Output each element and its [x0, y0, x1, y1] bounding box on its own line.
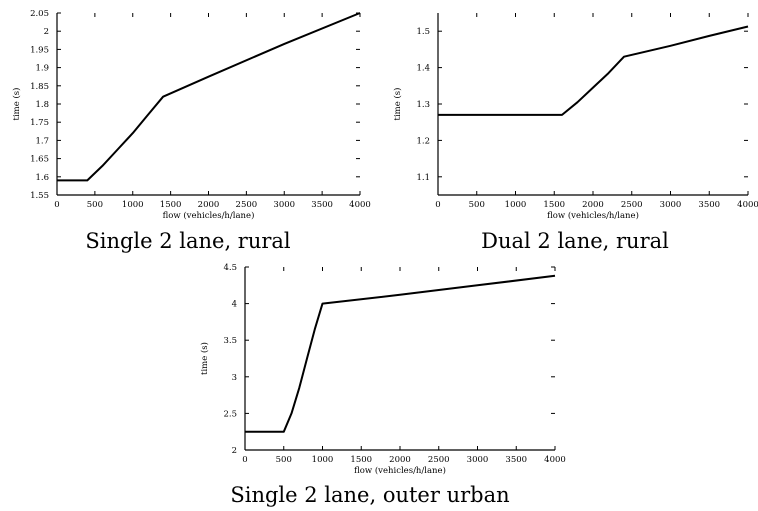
chart-1-y-axis-label: time (s) [11, 88, 22, 121]
chart-1-x-tick-label: 1500 [160, 200, 182, 210]
chart-1-y-tick-label: 1.9 [35, 64, 49, 74]
chart-1-x-tick-label: 500 [87, 200, 103, 210]
chart-2-x-tick-label: 3000 [660, 200, 682, 210]
chart-3-caption: Single 2 lane, outer urban [230, 483, 509, 507]
chart-1: 0 500 1000 1500 2000 2500 3000 3500 4000 1.55 1.6 1… [11, 9, 371, 253]
chart-3-y-tick-label: 2.5 [223, 409, 237, 419]
chart-1-x-tick-label: 1000 [122, 200, 144, 210]
chart-3-y-tick-label: 3.5 [223, 336, 237, 346]
chart-3-y-tick-label: 2 [232, 446, 237, 456]
chart-1-x-tick-label: 4000 [349, 200, 371, 210]
chart-2-y-tick-label: 1.1 [416, 173, 430, 183]
chart-3-x-tick-label: 2500 [428, 455, 450, 465]
chart-2-x-tick-label: 2000 [582, 200, 604, 210]
chart-3: 0 500 1000 1500 2000 2500 3000 3500 4000 2 2.5 3 3.5… [199, 263, 566, 507]
chart-1-x-tick-label: 3500 [311, 200, 333, 210]
chart-2-y-tick-label: 1.2 [416, 136, 430, 146]
chart-2-x-tick-label: 500 [469, 200, 485, 210]
chart-1-y-tick-label: 1.85 [30, 82, 49, 92]
chart-3-x-tick-label: 3000 [467, 455, 489, 465]
chart-3-x-tick-label: 1500 [350, 455, 372, 465]
chart-2-caption: Dual 2 lane, rural [481, 229, 669, 253]
chart-2-y-tick-label: 1.4 [416, 64, 430, 74]
chart-2-x-axis-label: flow (vehicles/h/lane) [547, 210, 639, 221]
chart-1-y-tick-label: 1.6 [35, 173, 49, 183]
chart-1-series-line [57, 12, 361, 182]
chart-3-y-tick-label: 4.5 [223, 263, 237, 273]
chart-1-y-tick-label: 1.95 [30, 45, 49, 55]
chart-3-y-axis-label: time (s) [199, 342, 210, 375]
chart-2-x-tick-label: 1000 [505, 200, 527, 210]
chart-3-x-tick-label: 500 [276, 455, 292, 465]
chart-1-y-tick-label: 1.75 [30, 118, 49, 128]
chart-2-y-axis-label: time (s) [392, 88, 403, 121]
chart-1-y-tick-label: 1.55 [30, 191, 49, 201]
chart-1-y-tick-label: 1.7 [35, 136, 49, 146]
chart-3-x-tick-label: 1000 [312, 455, 334, 465]
chart-2-x-tick-label: 2500 [621, 200, 643, 210]
chart-3-y-tick-label: 4 [232, 300, 237, 310]
chart-2-x-tick-label: 1500 [543, 200, 565, 210]
chart-1-x-tick-label: 3000 [273, 200, 295, 210]
chart-1-y-tick-label: 1.65 [30, 155, 49, 165]
chart-1-x-tick-label: 2500 [236, 200, 258, 210]
chart-2-x-tick-label: 3500 [698, 200, 720, 210]
chart-2-x-tick-label: 4000 [737, 200, 758, 210]
chart-2-series-line [438, 25, 749, 116]
chart-3-x-tick-label: 2000 [389, 455, 411, 465]
chart-1-y-tick-label: 1.8 [35, 100, 49, 110]
chart-3-x-axis-label: flow (vehicles/h/lane) [354, 465, 446, 476]
chart-2-y-tick-label: 1.3 [416, 100, 430, 110]
chart-3-series-line [245, 274, 556, 433]
chart-2: 0 500 1000 1500 2000 2500 3000 3500 4000 1.1 1.2 1.… [392, 13, 758, 253]
chart-2-x-tick-label: 0 [435, 200, 440, 210]
chart-1-x-axis-label: flow (vehicles/h/lane) [163, 210, 255, 221]
chart-3-x-tick-label: 4000 [544, 455, 566, 465]
chart-1-y-tick-label: 2.05 [30, 9, 49, 19]
chart-1-y-tick-label: 2 [44, 27, 49, 37]
chart-3-x-tick-label: 3500 [505, 455, 527, 465]
chart-1-x-tick-label: 0 [54, 200, 59, 210]
chart-3-x-tick-label: 0 [242, 455, 247, 465]
chart-1-caption: Single 2 lane, rural [85, 229, 291, 253]
chart-2-y-tick-label: 1.5 [416, 27, 430, 37]
chart-1-x-tick-label: 2000 [198, 200, 220, 210]
chart-3-y-tick-label: 3 [232, 373, 237, 383]
